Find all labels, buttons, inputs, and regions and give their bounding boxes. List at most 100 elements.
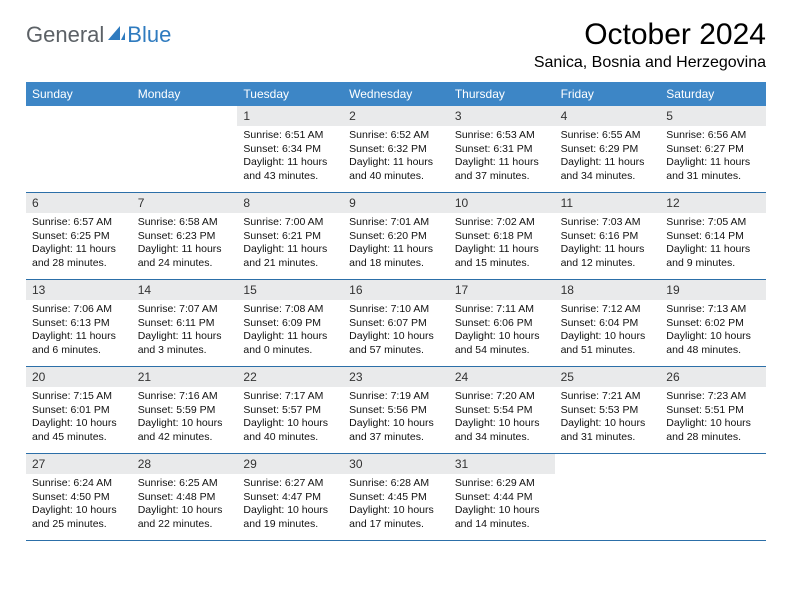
daylight-line: Daylight: 11 hours and 9 minutes. — [666, 243, 760, 270]
sunset-line: Sunset: 5:51 PM — [666, 404, 760, 418]
sunrise-line: Sunrise: 7:08 AM — [243, 303, 337, 317]
week-row: 1Sunrise: 6:51 AMSunset: 6:34 PMDaylight… — [26, 106, 766, 193]
sunrise-line: Sunrise: 7:23 AM — [666, 390, 760, 404]
day-body: Sunrise: 7:01 AMSunset: 6:20 PMDaylight:… — [343, 213, 449, 275]
day-body: Sunrise: 6:53 AMSunset: 6:31 PMDaylight:… — [449, 126, 555, 188]
sunset-line: Sunset: 5:57 PM — [243, 404, 337, 418]
day-body: Sunrise: 7:13 AMSunset: 6:02 PMDaylight:… — [660, 300, 766, 362]
sunrise-line: Sunrise: 7:05 AM — [666, 216, 760, 230]
sunset-line: Sunset: 5:54 PM — [455, 404, 549, 418]
sunset-line: Sunset: 6:34 PM — [243, 143, 337, 157]
sunset-line: Sunset: 6:21 PM — [243, 230, 337, 244]
daylight-line: Daylight: 11 hours and 15 minutes. — [455, 243, 549, 270]
day-body: Sunrise: 6:28 AMSunset: 4:45 PMDaylight:… — [343, 474, 449, 536]
day-number: 26 — [660, 367, 766, 387]
weekday-header-row: SundayMondayTuesdayWednesdayThursdayFrid… — [26, 82, 766, 106]
sunset-line: Sunset: 4:50 PM — [32, 491, 126, 505]
sunrise-line: Sunrise: 7:11 AM — [455, 303, 549, 317]
day-number: 13 — [26, 280, 132, 300]
sunset-line: Sunset: 6:27 PM — [666, 143, 760, 157]
daylight-line: Daylight: 11 hours and 34 minutes. — [561, 156, 655, 183]
daylight-line: Daylight: 10 hours and 57 minutes. — [349, 330, 443, 357]
daylight-line: Daylight: 11 hours and 37 minutes. — [455, 156, 549, 183]
sunrise-line: Sunrise: 7:12 AM — [561, 303, 655, 317]
day-number: 3 — [449, 106, 555, 126]
day-body: Sunrise: 7:21 AMSunset: 5:53 PMDaylight:… — [555, 387, 661, 449]
sunrise-line: Sunrise: 7:02 AM — [455, 216, 549, 230]
sunrise-line: Sunrise: 7:19 AM — [349, 390, 443, 404]
daylight-line: Daylight: 10 hours and 22 minutes. — [138, 504, 232, 531]
sunrise-line: Sunrise: 7:17 AM — [243, 390, 337, 404]
day-number: 8 — [237, 193, 343, 213]
day-body: Sunrise: 7:19 AMSunset: 5:56 PMDaylight:… — [343, 387, 449, 449]
sunset-line: Sunset: 5:56 PM — [349, 404, 443, 418]
sunset-line: Sunset: 6:14 PM — [666, 230, 760, 244]
day-number: 4 — [555, 106, 661, 126]
daylight-line: Daylight: 10 hours and 19 minutes. — [243, 504, 337, 531]
sunset-line: Sunset: 6:06 PM — [455, 317, 549, 331]
day-cell: 19Sunrise: 7:13 AMSunset: 6:02 PMDayligh… — [660, 280, 766, 366]
sunset-line: Sunset: 6:07 PM — [349, 317, 443, 331]
daylight-line: Daylight: 10 hours and 42 minutes. — [138, 417, 232, 444]
day-cell: 20Sunrise: 7:15 AMSunset: 6:01 PMDayligh… — [26, 367, 132, 453]
sunset-line: Sunset: 6:25 PM — [32, 230, 126, 244]
day-cell: 23Sunrise: 7:19 AMSunset: 5:56 PMDayligh… — [343, 367, 449, 453]
day-body: Sunrise: 7:06 AMSunset: 6:13 PMDaylight:… — [26, 300, 132, 362]
day-body: Sunrise: 7:03 AMSunset: 6:16 PMDaylight:… — [555, 213, 661, 275]
title-block: October 2024 Sanica, Bosnia and Herzegov… — [534, 18, 766, 72]
daylight-line: Daylight: 11 hours and 43 minutes. — [243, 156, 337, 183]
sail-icon — [106, 22, 126, 48]
day-cell: 29Sunrise: 6:27 AMSunset: 4:47 PMDayligh… — [237, 454, 343, 540]
sunset-line: Sunset: 4:44 PM — [455, 491, 549, 505]
day-cell: 18Sunrise: 7:12 AMSunset: 6:04 PMDayligh… — [555, 280, 661, 366]
weekday-friday: Friday — [555, 82, 661, 106]
day-body: Sunrise: 6:58 AMSunset: 6:23 PMDaylight:… — [132, 213, 238, 275]
sunset-line: Sunset: 6:01 PM — [32, 404, 126, 418]
sunrise-line: Sunrise: 6:25 AM — [138, 477, 232, 491]
day-cell: 30Sunrise: 6:28 AMSunset: 4:45 PMDayligh… — [343, 454, 449, 540]
sunset-line: Sunset: 4:45 PM — [349, 491, 443, 505]
daylight-line: Daylight: 10 hours and 14 minutes. — [455, 504, 549, 531]
day-cell: 6Sunrise: 6:57 AMSunset: 6:25 PMDaylight… — [26, 193, 132, 279]
day-body: Sunrise: 7:11 AMSunset: 6:06 PMDaylight:… — [449, 300, 555, 362]
day-body: Sunrise: 7:02 AMSunset: 6:18 PMDaylight:… — [449, 213, 555, 275]
day-body: Sunrise: 6:24 AMSunset: 4:50 PMDaylight:… — [26, 474, 132, 536]
day-cell: 31Sunrise: 6:29 AMSunset: 4:44 PMDayligh… — [449, 454, 555, 540]
day-cell — [26, 106, 132, 192]
day-number — [132, 106, 238, 112]
day-cell — [555, 454, 661, 540]
sunrise-line: Sunrise: 7:13 AM — [666, 303, 760, 317]
sunset-line: Sunset: 6:20 PM — [349, 230, 443, 244]
day-body: Sunrise: 6:25 AMSunset: 4:48 PMDaylight:… — [132, 474, 238, 536]
sunrise-line: Sunrise: 7:06 AM — [32, 303, 126, 317]
daylight-line: Daylight: 11 hours and 6 minutes. — [32, 330, 126, 357]
day-body: Sunrise: 6:51 AMSunset: 6:34 PMDaylight:… — [237, 126, 343, 188]
sunrise-line: Sunrise: 6:55 AM — [561, 129, 655, 143]
day-body: Sunrise: 7:00 AMSunset: 6:21 PMDaylight:… — [237, 213, 343, 275]
sunrise-line: Sunrise: 6:27 AM — [243, 477, 337, 491]
brand-word-1: General — [26, 22, 104, 48]
day-cell: 15Sunrise: 7:08 AMSunset: 6:09 PMDayligh… — [237, 280, 343, 366]
day-cell: 12Sunrise: 7:05 AMSunset: 6:14 PMDayligh… — [660, 193, 766, 279]
day-number: 18 — [555, 280, 661, 300]
sunrise-line: Sunrise: 7:00 AM — [243, 216, 337, 230]
day-cell: 3Sunrise: 6:53 AMSunset: 6:31 PMDaylight… — [449, 106, 555, 192]
calendar-page: General Blue October 2024 Sanica, Bosnia… — [0, 0, 792, 541]
day-number: 9 — [343, 193, 449, 213]
day-number: 29 — [237, 454, 343, 474]
day-number: 5 — [660, 106, 766, 126]
day-number: 28 — [132, 454, 238, 474]
weekday-thursday: Thursday — [449, 82, 555, 106]
daylight-line: Daylight: 10 hours and 37 minutes. — [349, 417, 443, 444]
day-number: 17 — [449, 280, 555, 300]
day-cell: 9Sunrise: 7:01 AMSunset: 6:20 PMDaylight… — [343, 193, 449, 279]
daylight-line: Daylight: 10 hours and 45 minutes. — [32, 417, 126, 444]
day-number — [555, 454, 661, 460]
daylight-line: Daylight: 10 hours and 17 minutes. — [349, 504, 443, 531]
day-body: Sunrise: 7:12 AMSunset: 6:04 PMDaylight:… — [555, 300, 661, 362]
day-number: 22 — [237, 367, 343, 387]
sunset-line: Sunset: 6:13 PM — [32, 317, 126, 331]
sunset-line: Sunset: 6:31 PM — [455, 143, 549, 157]
sunrise-line: Sunrise: 6:58 AM — [138, 216, 232, 230]
weekday-monday: Monday — [132, 82, 238, 106]
